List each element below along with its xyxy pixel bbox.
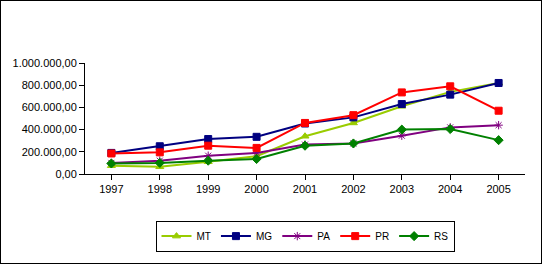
svg-text:2000: 2000 [244, 183, 268, 195]
svg-text:400.000,00: 400.000,00 [22, 123, 77, 135]
svg-text:2003: 2003 [390, 183, 414, 195]
svg-text:RS: RS [434, 231, 448, 242]
svg-text:2005: 2005 [486, 183, 510, 195]
svg-text:2004: 2004 [438, 183, 462, 195]
svg-text:PA: PA [317, 231, 330, 242]
svg-text:1997: 1997 [99, 183, 123, 195]
svg-text:MG: MG [256, 231, 272, 242]
svg-text:1999: 1999 [196, 183, 220, 195]
svg-text:600.000,00: 600.000,00 [22, 101, 77, 113]
svg-text:800.000,00: 800.000,00 [22, 79, 77, 91]
svg-text:200.000,00: 200.000,00 [22, 146, 77, 158]
svg-text:PR: PR [375, 231, 389, 242]
svg-text:1998: 1998 [148, 183, 172, 195]
svg-text:MT: MT [197, 231, 211, 242]
svg-text:1.000.000,00: 1.000.000,00 [13, 57, 77, 69]
svg-text:0,00: 0,00 [55, 168, 76, 180]
svg-text:2001: 2001 [293, 183, 317, 195]
svg-text:2002: 2002 [341, 183, 365, 195]
